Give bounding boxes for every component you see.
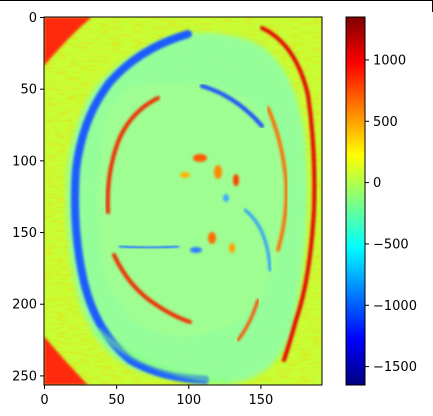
plot-frame [43, 16, 323, 386]
outer-red-rim [260, 26, 317, 362]
x-axis: 0 50 100 150 [40, 385, 273, 408]
x-tick-label: 50 [108, 393, 125, 408]
colorbar-tick-label: −1500 [373, 360, 417, 375]
y-tick-label: 0 [29, 11, 37, 26]
y-tick-label: 50 [20, 83, 37, 98]
colorbar-axis: 1000 500 0 −500 −1000 −1500 [365, 53, 417, 375]
colorbar-tick-label: −500 [373, 237, 409, 252]
inner-ring-lower-left [112, 253, 192, 324]
inner-arc-top [200, 84, 264, 128]
y-axis: 0 50 100 150 200 250 [12, 11, 44, 384]
colorbar [345, 16, 366, 386]
x-tick-label: 100 [176, 393, 201, 408]
y-tick-label: 100 [12, 154, 37, 169]
colorbar-tick-label: 500 [373, 115, 398, 130]
y-tick-label: 250 [12, 369, 37, 384]
outer-contour [71, 30, 209, 384]
colorbar-tick-label: 1000 [373, 53, 406, 68]
figure-top-border [0, 0, 433, 1]
corner-bottom-left [44, 336, 88, 385]
corner-top-left [44, 17, 92, 66]
inner-ring-left [105, 96, 160, 214]
inner-arc-middle [118, 244, 180, 250]
y-tick-label: 200 [12, 298, 37, 313]
colorbar-tick-label: 0 [373, 176, 381, 191]
colorbar-tick-label: −1000 [373, 299, 417, 314]
y-tick-label: 150 [12, 226, 37, 241]
center-features [180, 154, 239, 253]
x-tick-label: 150 [248, 393, 273, 408]
heatmap-image [44, 17, 322, 385]
x-tick-label: 0 [40, 393, 48, 408]
inner-ring-lower-right [236, 298, 260, 342]
inner-ring-right [266, 106, 289, 252]
lower-rim-shade [94, 327, 231, 385]
inner-arc-right [243, 208, 272, 272]
inner-region [97, 82, 286, 336]
